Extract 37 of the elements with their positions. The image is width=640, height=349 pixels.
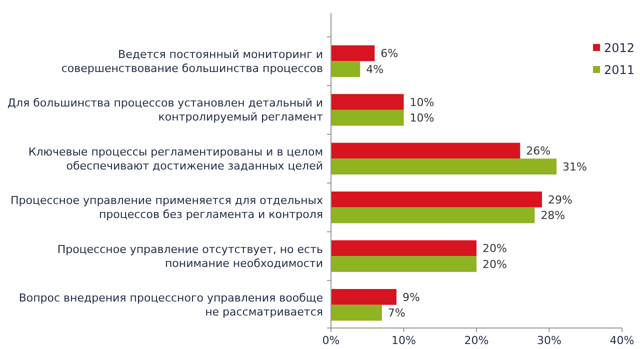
legend-label: 2011 bbox=[604, 63, 635, 78]
bar bbox=[331, 304, 382, 321]
bar bbox=[331, 192, 542, 208]
data-label: 10% bbox=[410, 112, 434, 125]
bar bbox=[331, 94, 404, 110]
bar bbox=[331, 110, 404, 126]
data-label: 10% bbox=[410, 96, 434, 109]
legend-label: 2012 bbox=[604, 41, 635, 56]
y-tick-label: Для большинства процессов установлен детальный и контролируемый регламент bbox=[7, 96, 324, 124]
y-tick-label: Процессное управление отсутствует, но есть понимание необходимости bbox=[57, 242, 323, 270]
data-label: 20% bbox=[482, 258, 507, 271]
x-tick-label: 20% bbox=[464, 334, 489, 347]
data-label: 4% bbox=[366, 62, 384, 76]
bar bbox=[331, 45, 375, 62]
data-label: 9% bbox=[402, 290, 420, 304]
data-label: 7% bbox=[388, 306, 406, 320]
y-tick-label: Ведется постоянный мониторинг и совершенствование большинства процессов bbox=[61, 48, 323, 75]
bar bbox=[331, 256, 476, 272]
bar bbox=[331, 158, 557, 174]
bar bbox=[331, 240, 476, 256]
bar bbox=[331, 142, 520, 159]
y-tick-label: Ключевые процессы регламентированы и в целом обеспечивают достижение заданных целей bbox=[28, 145, 323, 172]
bar bbox=[331, 207, 535, 224]
y-tick-label: Вопрос внедрения процессного управления вообще не рассматривается bbox=[18, 292, 324, 319]
data-label: 28% bbox=[540, 209, 566, 222]
x-tick-label: 0% bbox=[322, 334, 340, 347]
data-label: 29% bbox=[548, 193, 572, 206]
x-tick-label: 10% bbox=[392, 334, 416, 347]
x-tick-label: 30% bbox=[537, 334, 562, 347]
data-label: 6% bbox=[380, 47, 398, 60]
x-tick-label: 40% bbox=[610, 334, 634, 347]
y-tick-label: Процессное управление применяется для отдельных процессов без регламента и контроля bbox=[10, 194, 324, 222]
data-label: 31% bbox=[562, 160, 587, 174]
bar bbox=[331, 289, 396, 305]
data-label: 26% bbox=[526, 144, 551, 158]
data-label: 20% bbox=[482, 242, 507, 256]
bar bbox=[331, 61, 360, 77]
